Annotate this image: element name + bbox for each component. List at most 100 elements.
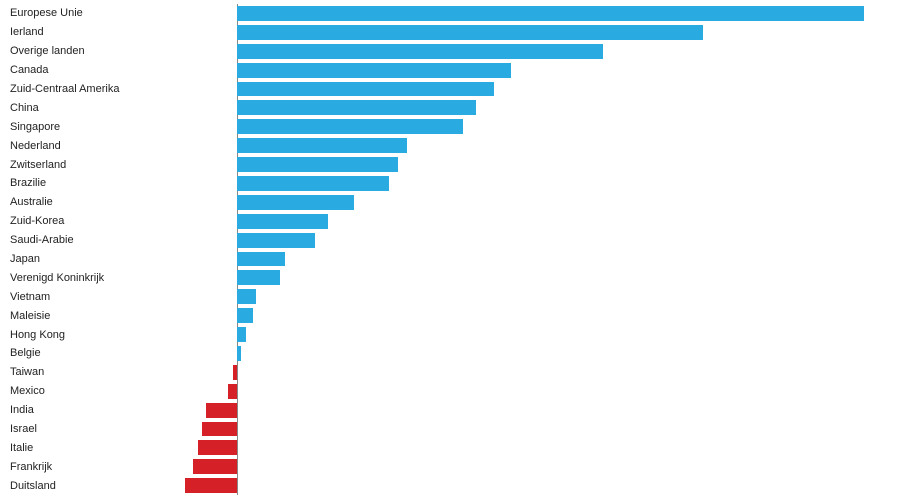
bar-positive: [237, 25, 703, 40]
category-label: Canada: [0, 64, 176, 76]
bar-row: Zuid-Korea: [0, 212, 890, 231]
bar-positive: [237, 308, 253, 323]
bar-track: [176, 98, 890, 117]
bar-positive: [237, 214, 328, 229]
bar-positive: [237, 289, 256, 304]
bar-row: Israel: [0, 420, 890, 439]
bar-row: Duitsland: [0, 476, 890, 495]
bar-positive: [237, 233, 315, 248]
bar-track: [176, 382, 890, 401]
bar-positive: [237, 195, 355, 210]
bar-positive: [237, 82, 494, 97]
bar-track: [176, 174, 890, 193]
bar-track: [176, 344, 890, 363]
bar-row: Singapore: [0, 117, 890, 136]
bar-row: India: [0, 401, 890, 420]
bar-row: Hong Kong: [0, 325, 890, 344]
bar-positive: [237, 176, 389, 191]
bar-track: [176, 401, 890, 420]
bar-row: Verenigd Koninkrijk: [0, 268, 890, 287]
bar-track: [176, 476, 890, 495]
category-label: Verenigd Koninkrijk: [0, 272, 176, 284]
bar-row: Overige landen: [0, 42, 890, 61]
category-label: Belgie: [0, 347, 176, 359]
category-label: Hong Kong: [0, 329, 176, 341]
category-label: Australie: [0, 196, 176, 208]
category-label: Duitsland: [0, 480, 176, 492]
bar-positive: [237, 119, 463, 134]
bar-negative: [193, 459, 237, 474]
bar-row: Frankrijk: [0, 457, 890, 476]
bar-track: [176, 457, 890, 476]
bar-track: [176, 42, 890, 61]
category-label: Mexico: [0, 385, 176, 397]
bar-track: [176, 438, 890, 457]
bar-positive: [237, 252, 285, 267]
bar-positive: [237, 327, 246, 342]
bar-positive: [237, 6, 864, 21]
bar-row: Maleisie: [0, 306, 890, 325]
category-label: India: [0, 404, 176, 416]
bar-negative: [233, 365, 237, 380]
bar-track: [176, 117, 890, 136]
bar-row: China: [0, 98, 890, 117]
category-label: Italie: [0, 442, 176, 454]
bar-row: Italie: [0, 438, 890, 457]
bar-track: [176, 193, 890, 212]
category-label: China: [0, 102, 176, 114]
bar-positive: [237, 138, 407, 153]
bar-row: Japan: [0, 250, 890, 269]
category-label: Ierland: [0, 26, 176, 38]
bar-track: [176, 250, 890, 269]
bar-row: Nederland: [0, 136, 890, 155]
category-label: Brazilie: [0, 177, 176, 189]
bar-row: Canada: [0, 61, 890, 80]
bar-track: [176, 325, 890, 344]
category-label: Singapore: [0, 121, 176, 133]
category-label: Israel: [0, 423, 176, 435]
bar-positive: [237, 100, 476, 115]
category-label: Zuid-Korea: [0, 215, 176, 227]
bar-row: Europese Unie: [0, 4, 890, 23]
bar-positive: [237, 63, 511, 78]
category-label: Zuid-Centraal Amerika: [0, 83, 176, 95]
bar-row: Brazilie: [0, 174, 890, 193]
bar-positive: [237, 346, 241, 361]
bar-negative: [198, 440, 237, 455]
diverging-bar-chart: Europese Unie Ierland Overige landen Canada…: [0, 0, 900, 504]
bar-track: [176, 155, 890, 174]
category-label: Taiwan: [0, 366, 176, 378]
bar-track: [176, 136, 890, 155]
bar-negative: [202, 422, 237, 437]
bar-row: Belgie: [0, 344, 890, 363]
bar-row: Ierland: [0, 23, 890, 42]
bar-track: [176, 80, 890, 99]
category-label: Nederland: [0, 140, 176, 152]
bar-row: Zwitserland: [0, 155, 890, 174]
category-label: Zwitserland: [0, 159, 176, 171]
bar-row: Australie: [0, 193, 890, 212]
bar-positive: [237, 44, 603, 59]
bar-row: Saudi-Arabie: [0, 231, 890, 250]
bar-negative: [185, 478, 237, 493]
bar-row: Vietnam: [0, 287, 890, 306]
category-label: Europese Unie: [0, 7, 176, 19]
bar-track: [176, 268, 890, 287]
bar-row: Zuid-Centraal Amerika: [0, 80, 890, 99]
bar-track: [176, 23, 890, 42]
bar-track: [176, 287, 890, 306]
category-label: Saudi-Arabie: [0, 234, 176, 246]
category-label: Vietnam: [0, 291, 176, 303]
category-label: Maleisie: [0, 310, 176, 322]
bar-track: [176, 306, 890, 325]
bar-track: [176, 61, 890, 80]
bar-track: [176, 231, 890, 250]
category-label: Overige landen: [0, 45, 176, 57]
bar-track: [176, 363, 890, 382]
bar-positive: [237, 157, 398, 172]
bar-track: [176, 420, 890, 439]
bar-negative: [228, 384, 237, 399]
bar-track: [176, 4, 890, 23]
category-label: Japan: [0, 253, 176, 265]
bar-row: Taiwan: [0, 363, 890, 382]
